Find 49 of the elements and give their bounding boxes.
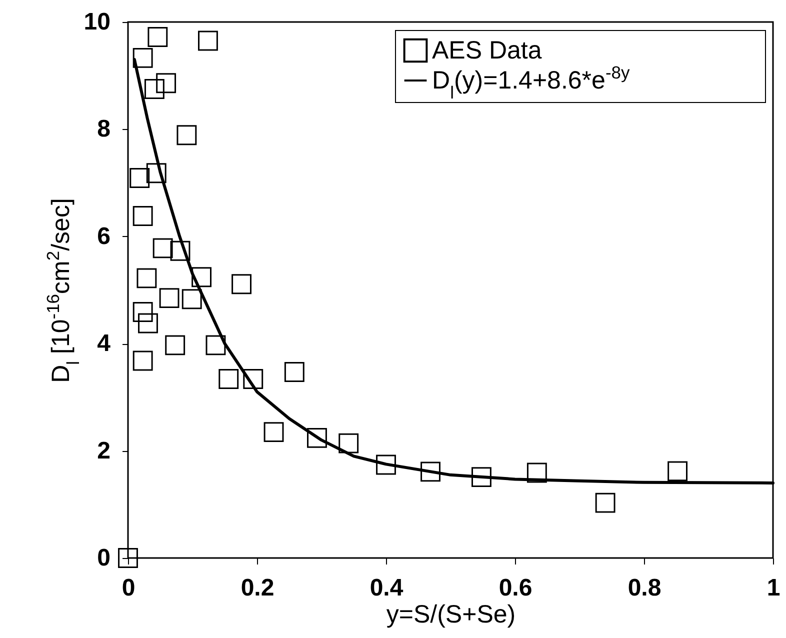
point	[338, 433, 359, 454]
y-tick-label: 0	[97, 544, 110, 572]
point	[165, 335, 186, 356]
point	[170, 240, 190, 261]
point	[156, 73, 176, 94]
point	[595, 492, 616, 513]
point	[132, 302, 153, 322]
point	[146, 163, 166, 184]
x-tick-label: 0.8	[628, 574, 662, 602]
y-tick-label: 8	[97, 116, 110, 143]
point	[176, 125, 197, 146]
point	[144, 79, 164, 99]
point	[132, 206, 153, 226]
point	[376, 454, 396, 475]
point	[420, 462, 440, 482]
x-tick-label: 0.6	[498, 574, 532, 602]
y-tick-label: 4	[97, 330, 112, 358]
point	[148, 27, 168, 47]
point	[132, 350, 153, 371]
point	[218, 369, 239, 389]
point	[132, 48, 153, 68]
point	[138, 313, 158, 334]
x-axis-title: y=S/(S+Se)	[386, 600, 516, 628]
legend-label: AES Data	[432, 36, 542, 64]
point	[232, 274, 252, 294]
y-tick-label: 10	[84, 8, 110, 36]
point	[198, 30, 218, 51]
point	[152, 238, 173, 258]
x-tick-label: 0.4	[370, 574, 404, 602]
point	[182, 289, 202, 310]
point	[192, 267, 212, 288]
point	[471, 467, 492, 488]
x-tick-label: 1	[766, 574, 780, 602]
point	[307, 428, 327, 448]
point	[668, 461, 688, 482]
x-tick-label: 0.2	[240, 574, 274, 602]
x-tick-label: 0	[122, 574, 136, 602]
point	[243, 369, 264, 389]
point	[264, 422, 284, 442]
legend-label: D$_{l}$(y)=1.4+8.6*e$^{-8y}$	[432, 62, 630, 102]
y-tick-label: 6	[97, 222, 110, 250]
point	[284, 362, 304, 382]
point	[206, 335, 226, 356]
point	[130, 168, 150, 188]
point	[136, 268, 157, 288]
point	[159, 288, 180, 308]
y-tick-label: 2	[97, 437, 110, 464]
point	[118, 548, 138, 568]
point	[526, 462, 547, 483]
